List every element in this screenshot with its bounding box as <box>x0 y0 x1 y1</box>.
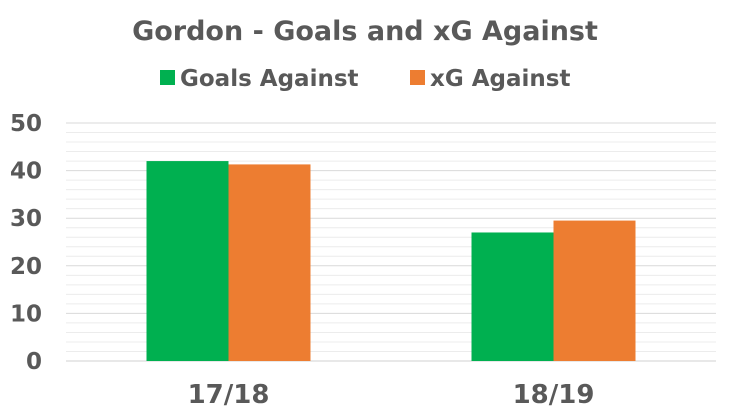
legend: Goals Against xG Against <box>160 66 570 92</box>
y-tick-label: 30 <box>10 206 42 232</box>
y-tick-label: 10 <box>10 301 42 327</box>
y-tick-label: 50 <box>10 111 42 137</box>
bars <box>146 161 636 361</box>
bar-goals-against-17-18 <box>146 161 229 361</box>
legend-label: xG Against <box>430 66 570 92</box>
x-category-label: 17/18 <box>188 380 270 410</box>
chart-title: Gordon - Goals and xG Against <box>132 16 598 47</box>
legend-label: Goals Against <box>180 66 359 92</box>
legend-swatch <box>410 70 425 85</box>
y-tick-label: 40 <box>10 159 42 185</box>
bar-goals-against-18-19 <box>471 232 554 361</box>
bar-xg-against-18-19 <box>553 220 636 361</box>
x-category-label: 18/19 <box>513 380 595 410</box>
bar-xg-against-17-18 <box>228 164 311 361</box>
y-axis: 0 10 20 30 40 50 <box>10 111 42 375</box>
y-tick-label: 20 <box>10 254 42 280</box>
y-tick-label: 0 <box>26 349 42 375</box>
x-axis: 17/18 18/19 <box>188 380 595 410</box>
legend-swatch <box>160 70 175 85</box>
